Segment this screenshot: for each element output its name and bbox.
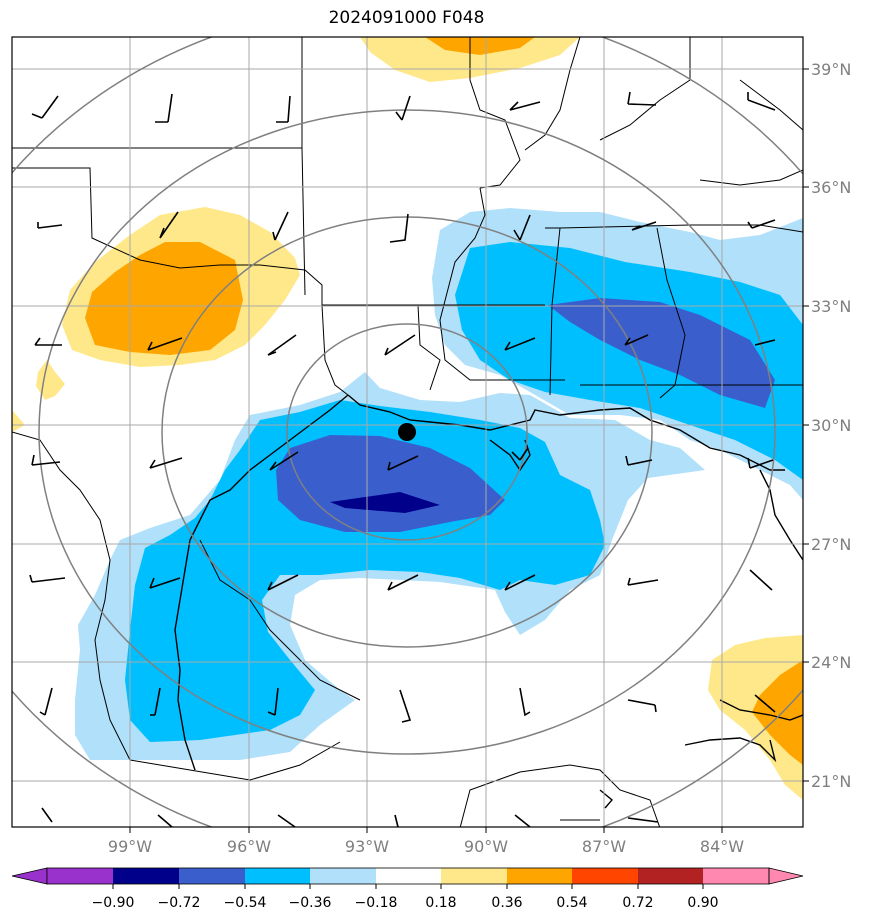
lon-label-96w: 96°W <box>227 837 271 856</box>
colorbar-label: −0.72 <box>158 895 201 911</box>
range-ring-3 <box>38 109 776 755</box>
range-ring-1 <box>286 323 528 541</box>
colorbar-swatch <box>310 868 376 884</box>
colorbar-extend-low <box>11 867 48 885</box>
graticule <box>12 37 803 827</box>
colorbar-label: 0.36 <box>491 895 522 911</box>
longitude-labels: 99°W 96°W 93°W 90°W 87°W 84°W <box>108 827 744 856</box>
colorbar-swatch <box>47 868 113 884</box>
lat-label-30n: 30°N <box>811 416 851 435</box>
lat-label-21n: 21°N <box>811 772 851 791</box>
colorbar-swatch <box>638 868 703 884</box>
lat-label-33n: 33°N <box>811 297 851 316</box>
storm-center-marker <box>398 423 416 441</box>
colorbar-label: −0.90 <box>92 895 135 911</box>
political-boundaries <box>12 37 803 827</box>
colorbar-swatch <box>376 868 441 884</box>
colorbar-label: −0.36 <box>289 895 332 911</box>
map-plot-area <box>12 37 803 827</box>
colorbar-swatch <box>245 868 310 884</box>
lat-label-27n: 27°N <box>811 535 851 554</box>
negative-anomaly-strong-ne <box>548 298 775 408</box>
colorbar-swatch <box>179 868 245 884</box>
colorbar-swatch <box>441 868 507 884</box>
colorbar-label: −0.54 <box>224 895 267 911</box>
colorbar-label: −0.18 <box>355 895 398 911</box>
colorbar-label: 0.72 <box>622 895 653 911</box>
positive-anomaly-core-nw <box>85 242 243 355</box>
lat-label-24n: 24°N <box>811 653 851 672</box>
wind-barbs <box>29 91 776 827</box>
negative-anomaly-strong-gulf <box>276 435 505 532</box>
latitude-labels: 39°N 36°N 33°N 30°N 27°N 24°N 21°N <box>803 60 851 791</box>
colorbar-extend-high <box>768 867 804 885</box>
colorbar-swatch <box>113 868 179 884</box>
lat-label-36n: 36°N <box>811 178 851 197</box>
lon-label-87w: 87°W <box>582 837 626 856</box>
colorbar-label: 0.18 <box>425 895 456 911</box>
colorbar-label: 0.90 <box>687 895 718 911</box>
positive-anomaly-core-n <box>425 37 535 55</box>
colorbar-label: 0.54 <box>556 895 587 911</box>
negative-anomaly-extreme-gulf <box>330 492 440 513</box>
map-title: 2024091000 F048 <box>328 8 485 28</box>
colorbar-swatch <box>703 868 769 884</box>
colorbar-frame <box>46 867 770 885</box>
lon-label-99w: 99°W <box>108 837 152 856</box>
negative-anomaly-core-ne <box>455 242 803 480</box>
lon-label-90w: 90°W <box>464 837 508 856</box>
map-frame <box>11 36 804 828</box>
positive-anomaly-core-se <box>752 660 803 765</box>
lat-label-39n: 39°N <box>811 60 851 79</box>
colorbar-swatch <box>507 868 572 884</box>
positive-anomaly-edge-w <box>12 410 25 432</box>
lon-label-93w: 93°W <box>345 837 389 856</box>
positive-anomaly-small-w <box>36 360 65 400</box>
colorbar: −0.90 −0.72 −0.54 −0.36 −0.18 0.18 0.36 … <box>11 867 804 911</box>
colorbar-swatch <box>572 868 638 884</box>
lon-label-84w: 84°W <box>700 837 744 856</box>
